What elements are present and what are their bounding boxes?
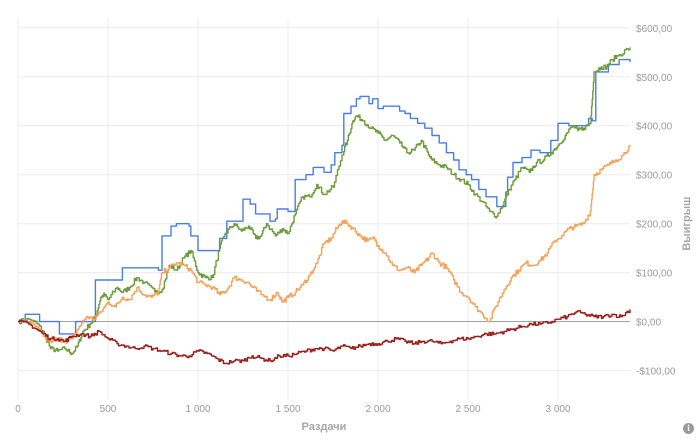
series-line-4	[18, 309, 631, 365]
x-tick-label: 0	[15, 404, 21, 415]
x-tick-label: 2 500	[455, 404, 480, 415]
y-axis-ticks: $600,00 $500,00 $400,00 $300,00 $200,00 $100,…	[636, 24, 676, 378]
y-tick-label: $100,00	[636, 269, 673, 280]
x-axis-title: Раздачи	[302, 421, 347, 433]
x-tick-label: 2 000	[365, 404, 390, 415]
x-tick-label: 1 000	[185, 404, 210, 415]
series-layer	[18, 47, 631, 365]
y-tick-label: -$100,00	[636, 367, 676, 378]
x-tick-label: 1 500	[275, 404, 300, 415]
series-line-1	[18, 58, 631, 335]
y-tick-label: $600,00	[636, 24, 673, 35]
x-tick-label: 3 000	[545, 404, 570, 415]
grid	[17, 18, 630, 400]
x-tick-label: 500	[100, 404, 117, 415]
series-line-2	[18, 47, 631, 356]
y-tick-label: $200,00	[636, 220, 673, 231]
series-line-3	[18, 145, 631, 344]
y-axis-title: Выигрыш	[681, 197, 693, 251]
info-icon[interactable]: i	[683, 423, 694, 434]
x-axis-ticks: 0 500 1 000 1 500 2 000 2 500 3 000	[15, 404, 571, 415]
y-tick-label: $0,00	[636, 318, 661, 329]
y-tick-label: $500,00	[636, 73, 673, 84]
y-tick-label: $400,00	[636, 122, 673, 133]
y-tick-label: $300,00	[636, 171, 673, 182]
